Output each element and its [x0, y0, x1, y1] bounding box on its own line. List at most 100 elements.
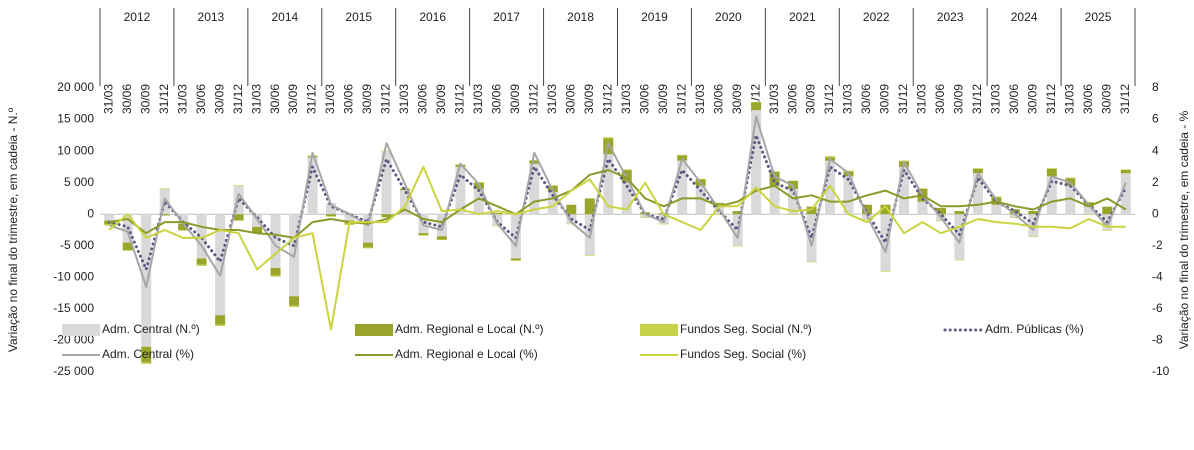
bar [972, 168, 983, 169]
bar [991, 196, 1002, 198]
line [107, 133, 1128, 271]
year-label: 2022 [863, 10, 890, 24]
x-tick-label: 31/12 [674, 84, 688, 114]
x-tick-label: 30/06 [933, 84, 947, 114]
bar [862, 219, 873, 220]
x-tick-label: 30/06 [120, 84, 134, 114]
bar [270, 275, 281, 277]
bar [178, 230, 189, 231]
bar [1065, 177, 1076, 179]
bar [714, 214, 725, 215]
bar [104, 214, 115, 221]
bar [1046, 176, 1057, 215]
bar [972, 168, 983, 174]
bar [233, 214, 244, 221]
legend-swatch [355, 324, 393, 336]
bar [806, 261, 817, 263]
legend-swatch [640, 324, 678, 336]
x-tick-label: 30/09 [286, 84, 300, 114]
bar [159, 188, 170, 189]
year-label: 2014 [271, 10, 298, 24]
bar [196, 214, 207, 259]
x-tick-label: 30/06 [490, 84, 504, 114]
bar [529, 160, 540, 164]
bar [159, 214, 170, 216]
bar [233, 185, 244, 186]
x-tick-label: 31/12 [231, 84, 245, 114]
bar [954, 214, 965, 260]
year-label: 2021 [789, 10, 816, 24]
bar [547, 185, 558, 186]
bar [880, 271, 891, 272]
x-tick-label: 31/12 [1044, 84, 1058, 114]
y2-tick-label: -10 [1152, 364, 1170, 378]
y-tick-label: 15 000 [57, 112, 94, 126]
x-tick-label: 30/09 [878, 84, 892, 114]
bar [714, 202, 725, 205]
bar [621, 182, 632, 215]
bar [825, 156, 836, 158]
legend-label: Adm. Central (N.º) [102, 322, 200, 336]
bar [991, 204, 1002, 215]
bar [806, 214, 817, 262]
year-label: 2015 [345, 10, 372, 24]
bar [289, 296, 300, 306]
bar [215, 214, 226, 316]
bar [751, 102, 762, 111]
line [109, 169, 1127, 239]
x-tick-label: 31/03 [693, 84, 707, 114]
y-tick-label: -15 000 [53, 301, 94, 315]
x-tick-label: 30/06 [1081, 84, 1095, 114]
bar [436, 236, 447, 240]
bar [1083, 214, 1094, 215]
bar [270, 267, 281, 276]
y2-tick-label: 6 [1152, 112, 1159, 126]
bar [640, 214, 651, 218]
bar [270, 214, 281, 268]
y-tick-label: 10 000 [57, 143, 94, 157]
x-tick-label: 30/06 [637, 84, 651, 114]
bar [954, 259, 965, 261]
bar [695, 185, 706, 215]
x-tick-label: 30/06 [859, 84, 873, 114]
legend-label: Fundos Seg. Social (N.º) [680, 322, 812, 336]
bar [843, 170, 854, 172]
bar [1009, 209, 1020, 215]
year-label: 2013 [198, 10, 225, 24]
bar [935, 220, 946, 222]
bar [584, 255, 595, 256]
x-tick-label: 31/03 [175, 84, 189, 114]
bar [1120, 170, 1131, 174]
bar [289, 305, 300, 307]
bar [880, 204, 891, 215]
year-label: 2016 [419, 10, 446, 24]
y-tick-label: -20 000 [53, 333, 94, 347]
legend-label: Adm. Central (%) [102, 347, 194, 361]
bar [141, 362, 152, 364]
bar [732, 211, 743, 215]
year-label: 2024 [1011, 10, 1038, 24]
bar [788, 188, 799, 215]
bar [769, 171, 780, 186]
year-label: 2019 [641, 10, 668, 24]
x-tick-label: 30/06 [1007, 84, 1021, 114]
x-tick-label: 31/12 [970, 84, 984, 114]
bar [972, 173, 983, 215]
bar [215, 315, 226, 325]
y2-tick-label: -2 [1152, 238, 1163, 252]
x-tick-label: 31/03 [323, 84, 337, 114]
bar [436, 239, 447, 241]
bar [215, 324, 226, 326]
bar [326, 216, 337, 217]
x-tick-label: 30/09 [952, 84, 966, 114]
y-tick-label: -25 000 [53, 364, 94, 378]
bar [677, 160, 688, 215]
x-tick-label: 30/09 [138, 84, 152, 114]
bar [603, 154, 614, 215]
x-tick-label: 31/12 [822, 84, 836, 114]
bar [1009, 214, 1020, 218]
bar [880, 214, 891, 272]
x-tick-label: 31/03 [101, 84, 115, 114]
x-tick-label: 31/03 [545, 84, 559, 114]
bar [178, 223, 189, 230]
